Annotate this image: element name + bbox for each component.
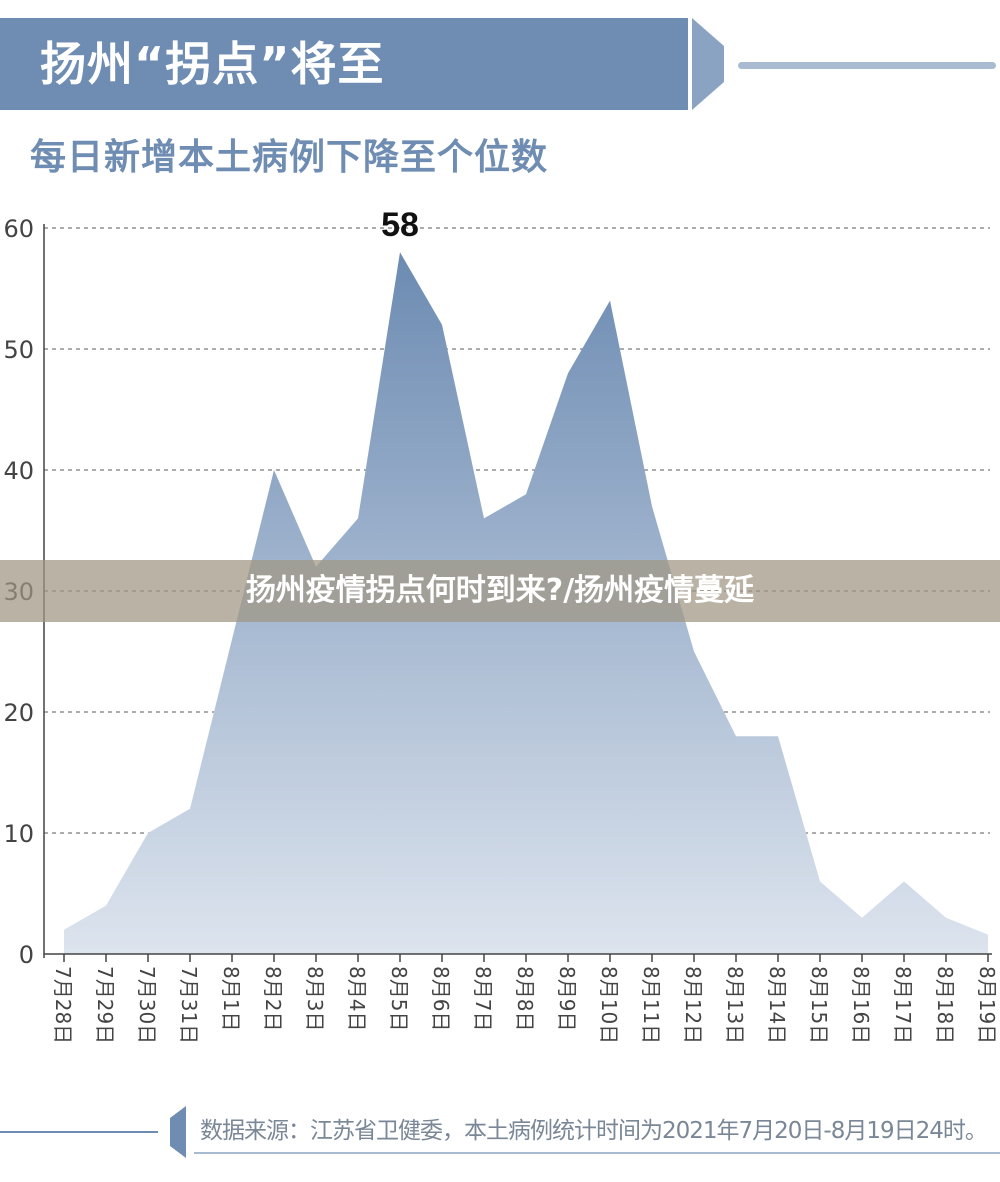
y-tick-label: 40: [3, 457, 34, 485]
x-tick-label: 8月1日: [219, 966, 243, 1031]
chart-subtitle: 每日新增本土病例下降至个位数: [30, 137, 549, 178]
banner-arrow-icon: [692, 18, 724, 110]
title-banner: [0, 18, 688, 110]
x-tick-label: 8月2日: [261, 966, 285, 1031]
page-title: 扬州“拐点”将至: [40, 37, 385, 91]
area-chart: 01020304050607月28日7月29日7月30日7月31日8月1日8月2…: [3, 206, 999, 1044]
y-tick-label: 10: [3, 820, 34, 848]
x-tick-label: 8月13日: [723, 966, 747, 1044]
footer-divider-left: [0, 1131, 158, 1133]
x-tick-label: 8月12日: [681, 966, 705, 1044]
x-tick-label: 7月30日: [135, 966, 159, 1044]
x-tick-label: 8月7日: [471, 966, 495, 1031]
watermark-banner: 扬州疫情拐点何时到来?/扬州疫情蔓延: [0, 560, 1000, 622]
footer-divider-bottom: [194, 1152, 1000, 1154]
x-tick-label: 8月4日: [345, 966, 369, 1031]
x-tick-label: 8月19日: [975, 966, 999, 1044]
x-tick-label: 8月9日: [555, 966, 579, 1031]
banner-decor-line: [738, 62, 996, 69]
footer-bracket-icon: [170, 1106, 186, 1158]
data-source-note: 数据来源：江苏省卫健委，本土病例统计时间为2021年7月20日-8月19日24时…: [200, 1118, 988, 1144]
x-tick-label: 8月11日: [639, 966, 663, 1044]
x-tick-label: 7月29日: [93, 966, 117, 1044]
y-tick-label: 60: [3, 215, 34, 243]
x-tick-label: 7月28日: [51, 966, 75, 1044]
x-tick-label: 8月18日: [933, 966, 957, 1044]
x-tick-label: 8月10日: [597, 966, 621, 1044]
x-tick-label: 8月14日: [765, 966, 789, 1044]
x-tick-label: 8月5日: [387, 966, 411, 1031]
x-tick-label: 8月17日: [891, 966, 915, 1044]
x-tick-label: 8月3日: [303, 966, 327, 1031]
y-tick-label: 50: [3, 336, 34, 364]
y-tick-label: 20: [3, 699, 34, 727]
x-tick-label: 8月8日: [513, 966, 537, 1031]
x-tick-label: 8月16日: [849, 966, 873, 1044]
peak-data-label: 58: [381, 206, 419, 244]
x-tick-label: 8月15日: [807, 966, 831, 1044]
x-tick-label: 8月6日: [429, 966, 453, 1031]
y-tick-label: 0: [19, 941, 34, 969]
x-tick-label: 7月31日: [177, 966, 201, 1044]
